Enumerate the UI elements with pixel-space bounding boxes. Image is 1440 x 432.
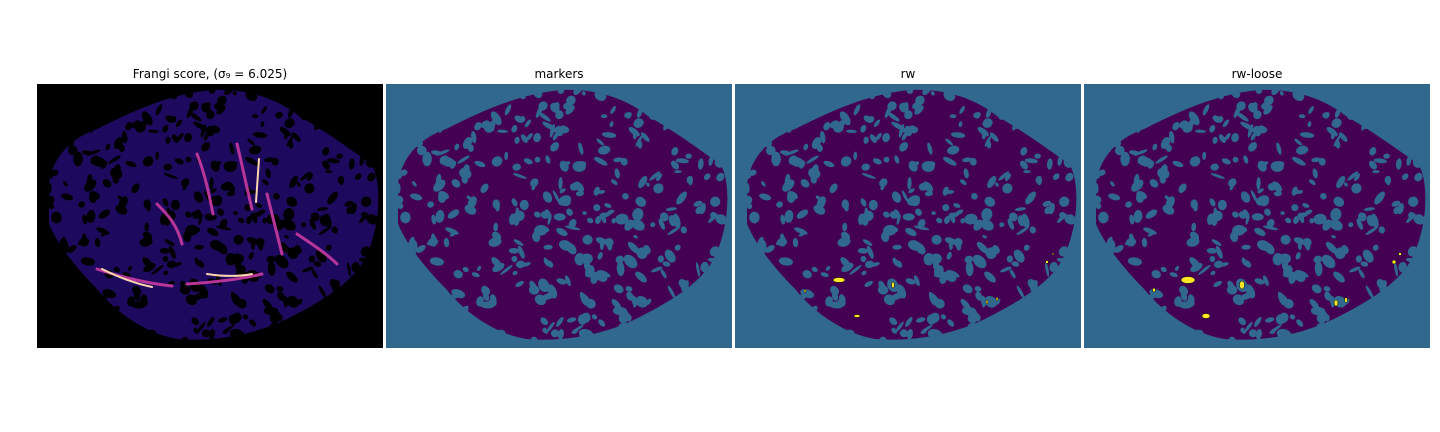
rw-loose-svg: [1084, 84, 1430, 348]
rw-svg: [735, 84, 1081, 348]
markers-svg: [386, 84, 732, 348]
frangi-score-image: [37, 84, 383, 348]
panel-title-markers: markers: [386, 66, 732, 82]
panel-title-rw: rw: [735, 66, 1081, 82]
panel-title-rw-loose: rw-loose: [1084, 66, 1430, 82]
texture-blob: [1036, 176, 1041, 184]
rw-image: [735, 84, 1081, 348]
texture-blob: [338, 176, 343, 184]
texture-blob: [687, 176, 692, 184]
markers-image: [386, 84, 732, 348]
panel-title-frangi: Frangi score, (σ₉ = 6.025): [37, 66, 383, 82]
rw-loose-image: [1084, 84, 1430, 348]
texture-blob: [1385, 176, 1390, 184]
frangi-score-svg: [37, 84, 383, 348]
